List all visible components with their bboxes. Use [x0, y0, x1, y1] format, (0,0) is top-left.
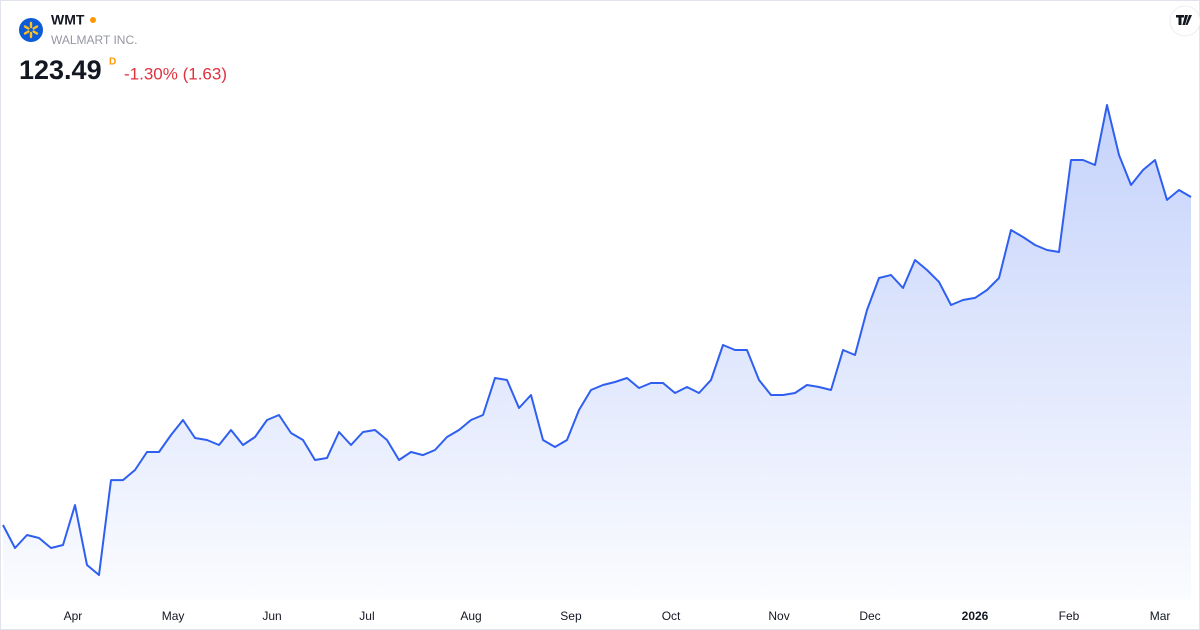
price-line	[2, 104, 1192, 576]
x-tick-label: Sep	[560, 609, 582, 623]
brand-logo	[1169, 5, 1200, 37]
area-fill	[3, 105, 1191, 600]
logo	[19, 18, 43, 42]
x-tick-label: 2026	[962, 609, 989, 623]
x-tick-label: Dec	[859, 609, 880, 623]
interval: D	[109, 57, 116, 68]
x-tick-label: Apr	[64, 609, 83, 623]
x-tick-label: May	[162, 609, 185, 623]
x-tick-label: Aug	[460, 609, 481, 623]
x-tick-label: Feb	[1059, 609, 1080, 623]
price: 123.49	[19, 55, 102, 85]
x-tick-label: Jun	[262, 609, 281, 623]
x-tick-label: Nov	[768, 609, 789, 623]
x-tick-label: Mar	[1150, 609, 1171, 623]
symbol: WMT	[51, 12, 85, 28]
company-name: WALMART INC.	[51, 33, 137, 47]
status-dot	[90, 17, 96, 23]
x-tick-label: Oct	[662, 609, 681, 623]
x-tick-label: Jul	[359, 609, 374, 623]
price-change: -1.30% (1.63)	[124, 64, 227, 83]
